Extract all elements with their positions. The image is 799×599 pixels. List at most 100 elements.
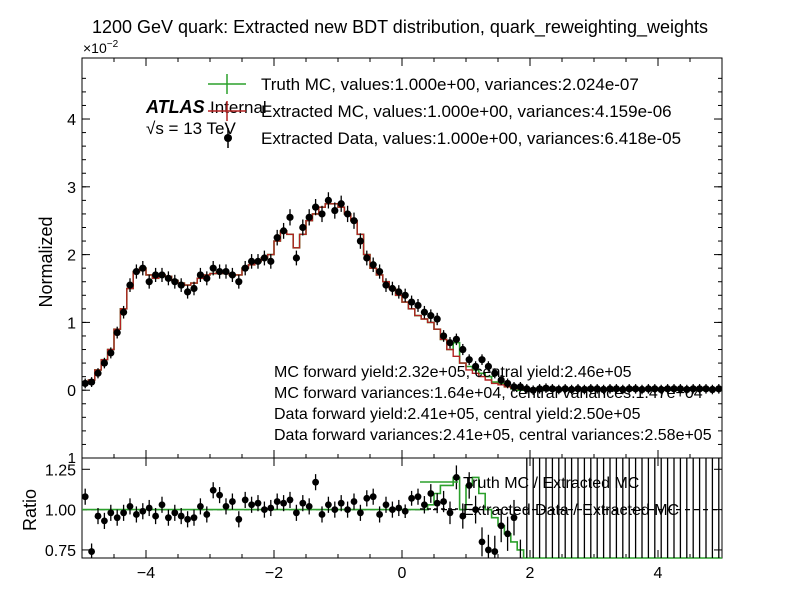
ratio-point (382, 501, 390, 509)
top-y-tick-label: 1 (67, 315, 76, 332)
ratio-y-tick-label: 1.00 (45, 503, 76, 520)
ratio-point (491, 548, 499, 555)
data-point (100, 359, 108, 367)
data-point (446, 339, 454, 347)
y-multiplier-exp: −2 (107, 39, 119, 50)
data-point (638, 385, 646, 394)
data-point (337, 200, 345, 208)
ratio-point (267, 504, 275, 512)
data-point (388, 284, 396, 293)
ratio-point (459, 512, 467, 520)
data-point (344, 210, 352, 218)
ratio-point (190, 514, 198, 522)
legend-extracted-data: Extracted Data, values:1.000e+00, varian… (224, 128, 681, 148)
data-point (708, 385, 717, 394)
data-point (670, 385, 678, 393)
annotation-data-yield: Data forward yield:2.41e+05, central yie… (274, 406, 641, 423)
ratio-point (344, 506, 351, 514)
data-point (536, 385, 544, 393)
ratio-point (478, 538, 486, 546)
data-point (625, 385, 633, 393)
data-point (542, 384, 550, 392)
data-point (465, 356, 473, 364)
ratio-point (465, 482, 473, 489)
ratio-point (273, 498, 281, 505)
data-point (184, 288, 192, 296)
ratio-point (453, 473, 460, 481)
data-point (702, 385, 710, 393)
ratio-point (363, 494, 371, 502)
data-point (452, 335, 460, 343)
ratio-point (350, 498, 358, 505)
top-panel: 0 1 2 3 4 Normalized ×10−2 1 (36, 39, 723, 467)
legend-extracted-mc-label: Extracted MC, values:1.000e+00, variance… (261, 102, 672, 121)
data-point (376, 267, 384, 276)
ratio-point (414, 493, 422, 501)
annotation-data-variances: Data forward variances:2.41e+05, central… (274, 427, 712, 444)
data-point (644, 385, 653, 393)
ratio-y-tick-label: 0.75 (45, 543, 76, 560)
data-point (600, 385, 608, 394)
data-point (689, 385, 697, 393)
ratio-panel: 0.75 1.00 1.25 −4 −2 0 2 4 Ratio Truth MC / Ex… (20, 457, 723, 582)
legend-truth-mc: Truth MC, values:1.000e+00, variances:2.… (208, 74, 639, 94)
ratio-point (248, 501, 256, 509)
ratio-point (101, 517, 108, 525)
annotation-mc-yield: MC forward yield:2.32e+05, central yield… (274, 364, 632, 381)
ratio-point (216, 491, 224, 499)
data-point (350, 217, 358, 225)
data-point (254, 257, 262, 265)
top-y-tick-label: 3 (67, 180, 76, 197)
ratio-x-tick-label: 4 (654, 565, 663, 582)
data-point (177, 281, 185, 289)
data-point (440, 332, 448, 340)
data-point (292, 254, 300, 262)
data-point (318, 210, 326, 218)
ratio-point (369, 493, 377, 501)
data-point (472, 362, 480, 371)
ratio-point (184, 515, 192, 523)
top-x-ticks (113, 58, 691, 458)
data-point (164, 274, 172, 282)
data-point (139, 264, 147, 272)
data-point (593, 385, 601, 393)
data-point (664, 385, 672, 393)
data-point (152, 271, 160, 279)
ratio-point (280, 499, 287, 507)
data-point (619, 385, 627, 394)
data-point (459, 345, 467, 354)
ratio-point (337, 499, 345, 507)
ratio-point (222, 502, 230, 510)
ratio-point (401, 507, 409, 515)
ratio-y-tick-label: 1.25 (45, 462, 76, 479)
ratio-point (107, 509, 115, 517)
data-point (632, 385, 640, 393)
ratio-point (440, 498, 447, 505)
ratio-point (408, 494, 415, 502)
top-series (82, 203, 722, 391)
ratio-point (446, 509, 454, 517)
ratio-point (235, 515, 243, 523)
data-point (382, 281, 390, 289)
top-y-tick-label: 4 (67, 112, 76, 129)
data-point (107, 349, 115, 357)
ratio-point (120, 509, 127, 517)
data-point (312, 203, 320, 211)
data-point (356, 237, 364, 245)
data-point (568, 385, 576, 394)
top-y-label: Normalized (36, 216, 56, 307)
ratio-point (325, 501, 332, 509)
ratio-point (331, 506, 339, 514)
top-data-points (81, 192, 723, 395)
data-point (267, 257, 275, 265)
data-point (126, 281, 134, 289)
ratio-point (293, 509, 300, 517)
data-point (216, 267, 224, 276)
ratio-point (427, 490, 435, 497)
ratio-point (209, 486, 217, 494)
data-point (548, 385, 557, 393)
data-point (113, 328, 121, 337)
ratio-point (504, 530, 511, 538)
data-point (606, 385, 614, 393)
